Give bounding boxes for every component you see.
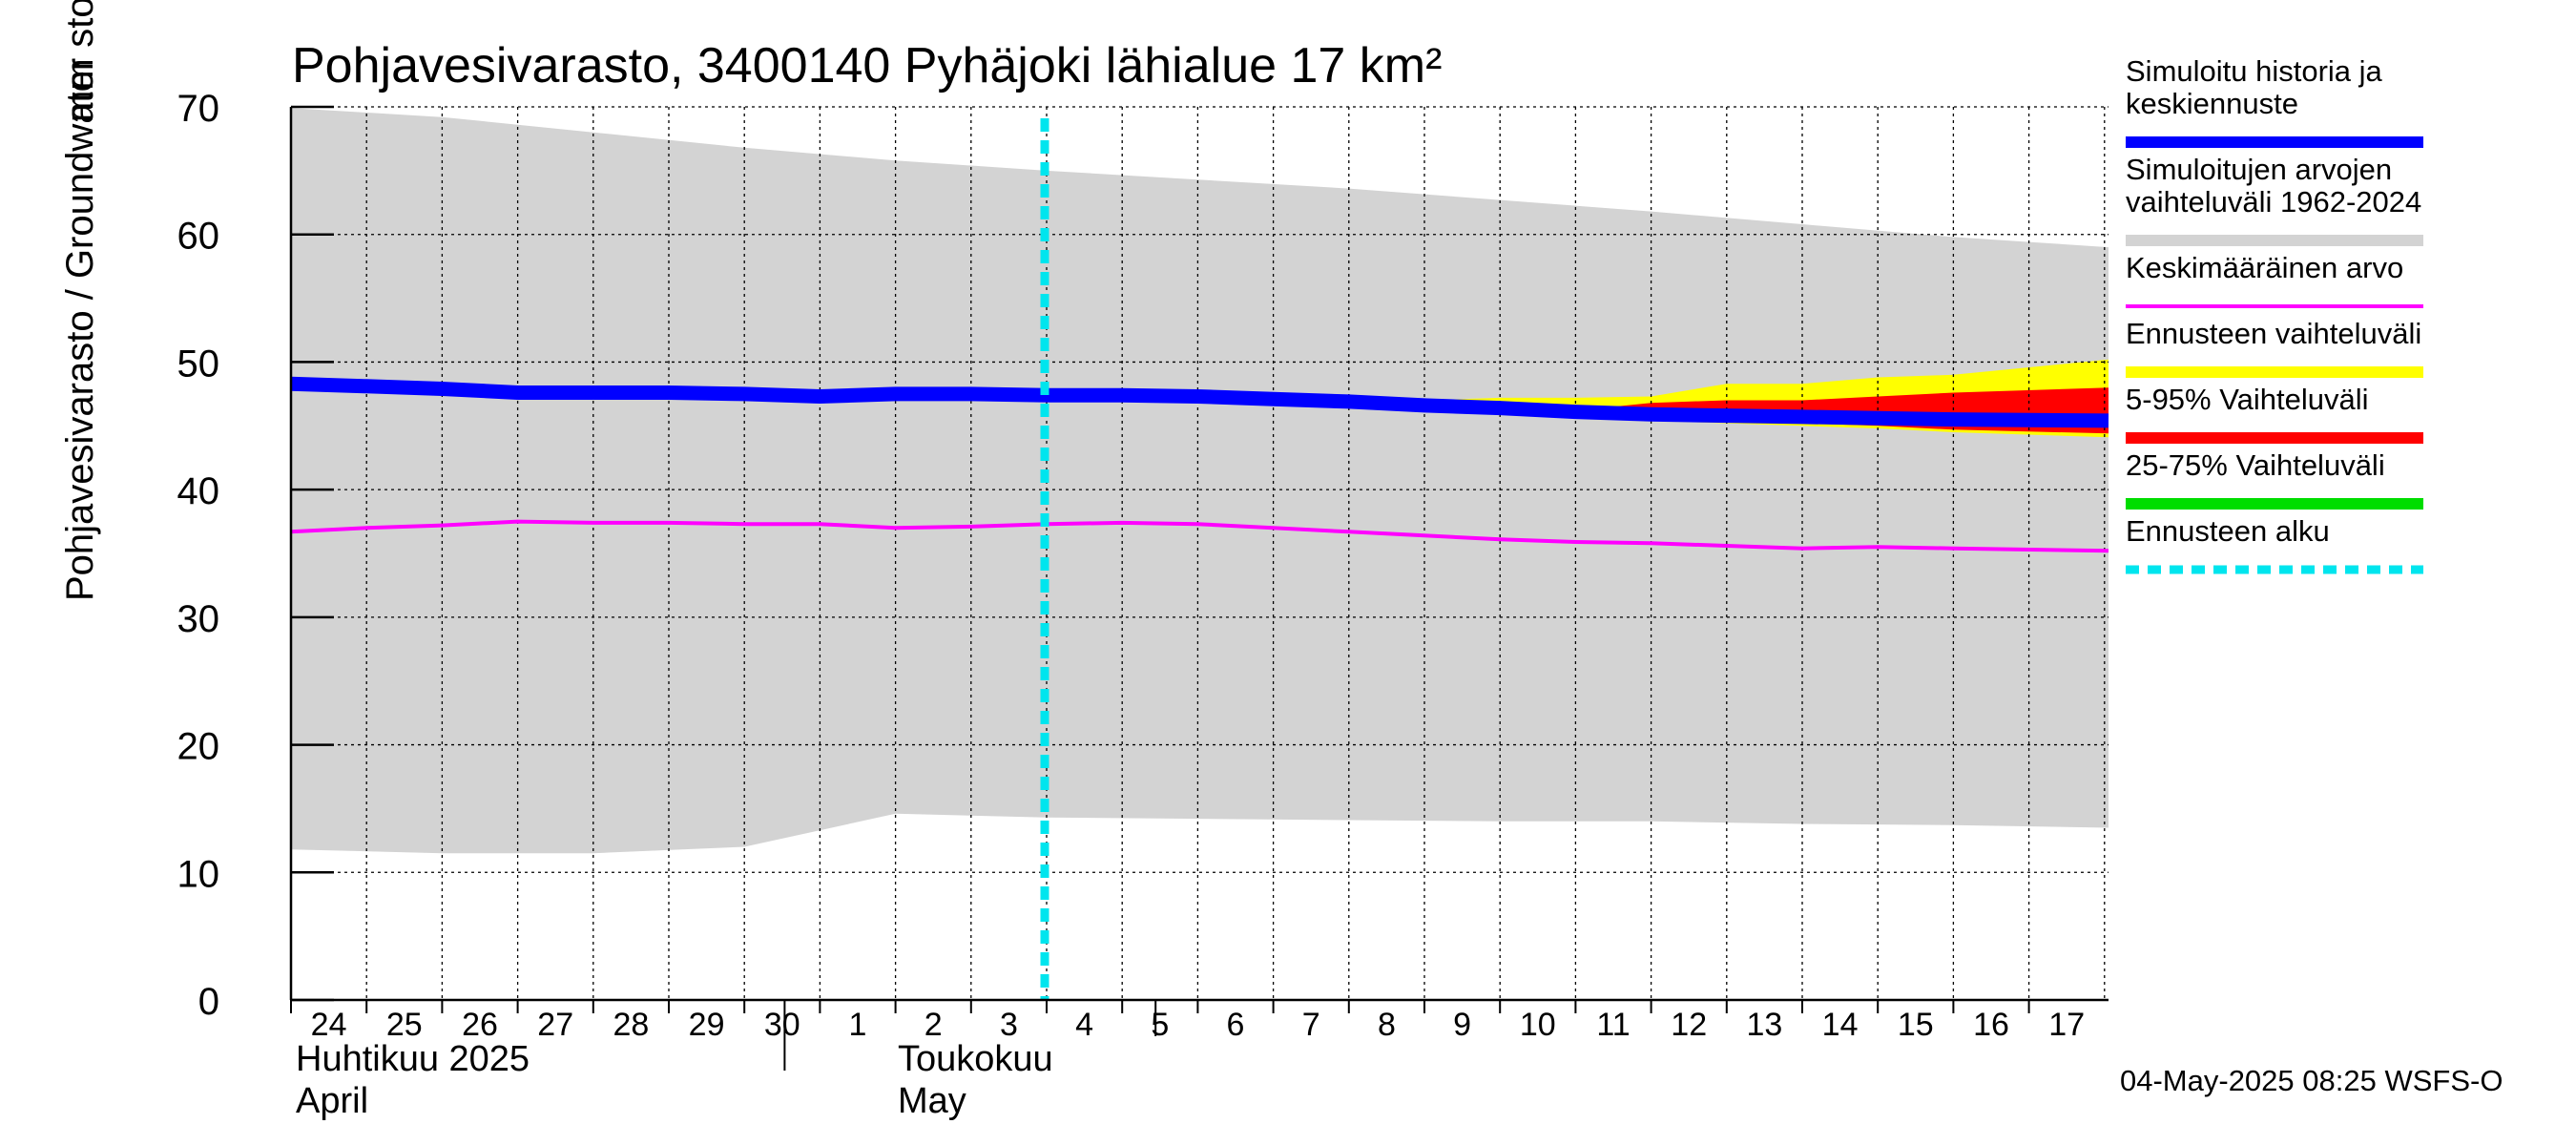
y-tick-label: 70 [177, 88, 220, 130]
legend-item-ennusteen-alku: Ennusteen alku [2126, 514, 2423, 574]
legend-label: Simuloitujen arvojen [2126, 153, 2392, 186]
legend-label: Keskimääräinen arvo [2126, 251, 2403, 284]
grid-layer [291, 106, 2109, 1000]
x-tick-label: 15 [1898, 1007, 1934, 1043]
month-label-en: May [898, 1081, 966, 1121]
x-tick-label: 24 [311, 1007, 347, 1043]
x-tick-label: 25 [386, 1007, 423, 1043]
lines-layer [290, 118, 2109, 1000]
month-label-en: April [296, 1081, 368, 1121]
bands-layer [291, 108, 2109, 854]
y-tick-label: 30 [177, 598, 220, 640]
x-tick-label: 8 [1378, 1007, 1396, 1043]
x-tick-label: 5 [1151, 1007, 1169, 1043]
series-keskim-r-inen-arvo [290, 519, 2109, 553]
legend-label: Ennusteen vaihteluväli [2126, 317, 2421, 350]
y-tick-label: 0 [198, 981, 219, 1023]
legend-label: Ennusteen alku [2126, 514, 2330, 548]
x-tick-label: 2 [924, 1007, 943, 1043]
y-tick-label: 10 [177, 853, 220, 895]
legend-item-ennusteen-vaihteluv-li: Ennusteen vaihteluväli [2126, 317, 2423, 378]
legend-item-5-95-vaihteluv-li: 5-95% Vaihteluväli [2126, 383, 2423, 444]
x-tick-label: 16 [1973, 1007, 2009, 1043]
x-tick-label: 30 [764, 1007, 800, 1043]
x-tick-label: 4 [1075, 1007, 1093, 1043]
x-tick-label: 6 [1227, 1007, 1245, 1043]
x-tick-label: 1 [849, 1007, 867, 1043]
x-tick-label: 29 [689, 1007, 725, 1043]
x-tick-label: 14 [1822, 1007, 1859, 1043]
month-label-fi: Huhtikuu 2025 [296, 1039, 530, 1079]
x-tick-label: 12 [1671, 1007, 1707, 1043]
legend-item-25-75-vaihteluv-li: 25-75% Vaihteluväli [2126, 448, 2423, 510]
y-tick-label: 50 [177, 343, 220, 385]
legend: Simuloitu historia jakeskiennusteSimuloi… [2126, 54, 2423, 574]
legend-label: keskiennuste [2126, 87, 2298, 120]
y-axis-unit: mm [59, 58, 101, 122]
chart-title: Pohjavesivarasto, 3400140 Pyhäjoki lähia… [292, 38, 1442, 94]
x-tick-label: 27 [537, 1007, 573, 1043]
legend-label: Simuloitu historia ja [2126, 54, 2383, 88]
y-axis-label: Pohjavesivarasto / Groundwater storage [59, 0, 101, 601]
x-tick-label: 17 [2048, 1007, 2085, 1043]
timestamp-footer: 04-May-2025 08:25 WSFS-O [2120, 1064, 2503, 1097]
x-tick-label: 26 [462, 1007, 498, 1043]
x-tick-label: 13 [1746, 1007, 1782, 1043]
y-tick-label: 20 [177, 726, 220, 768]
x-tick-label: 3 [1000, 1007, 1018, 1043]
y-tick-label: 60 [177, 216, 220, 258]
y-tick-label: 40 [177, 470, 220, 512]
legend-label: vaihteluväli 1962-2024 [2126, 185, 2421, 219]
legend-label: 25-75% Vaihteluväli [2126, 448, 2385, 482]
x-tick-label: 28 [613, 1007, 649, 1043]
x-tick-label: 10 [1520, 1007, 1556, 1043]
month-label-fi: Toukokuu [898, 1039, 1053, 1079]
x-tick-label: 11 [1596, 1007, 1630, 1043]
legend-label: 5-95% Vaihteluväli [2126, 383, 2368, 416]
band-simuloitujen-arvojen-vaihteluv-li-1962-2024 [291, 108, 2109, 854]
series-simuloitu-historia-ja-keskiennuste [290, 376, 2109, 428]
legend-item-keskim-r-inen-arvo: Keskimääräinen arvo [2126, 251, 2423, 308]
x-tick-label: 7 [1302, 1007, 1320, 1043]
x-tick-label: 9 [1453, 1007, 1471, 1043]
